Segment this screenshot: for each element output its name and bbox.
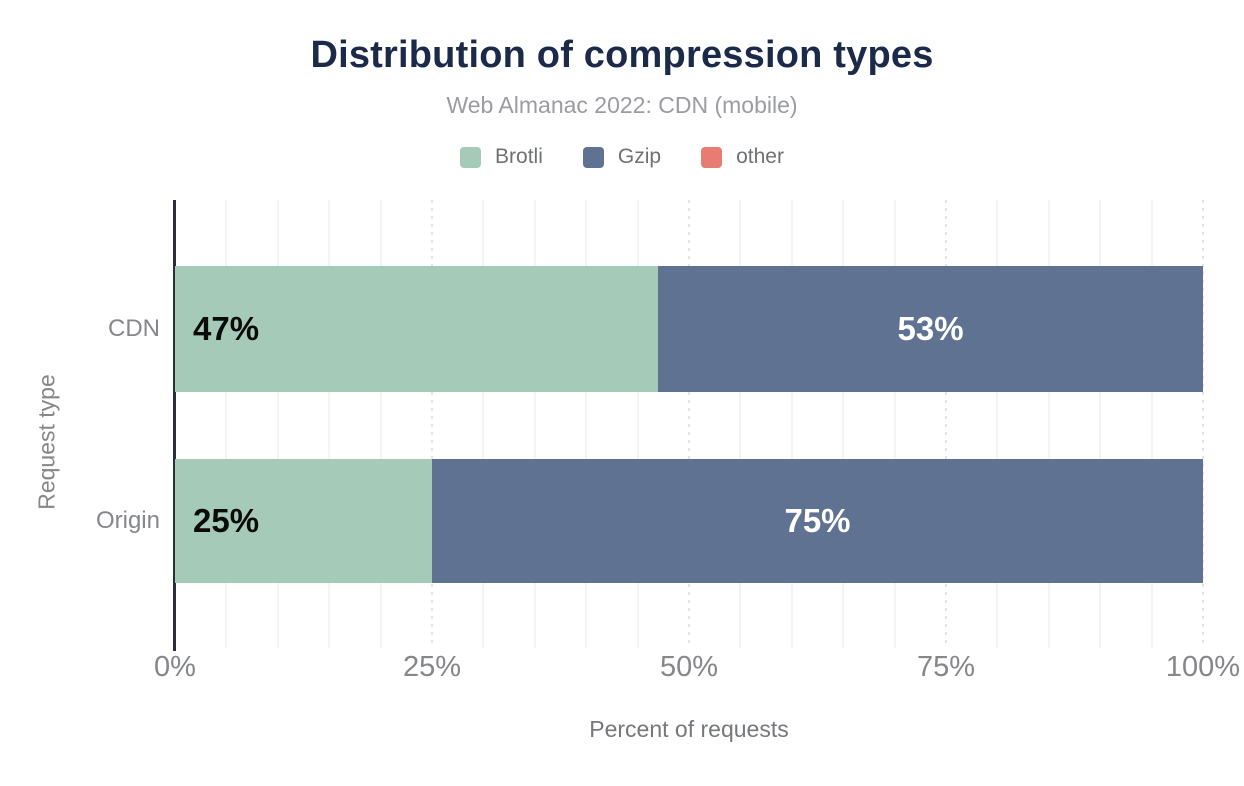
gridline-55pct (739, 200, 742, 648)
gridline-95pct (1150, 200, 1153, 648)
bar-value-label-gzip-origin: 75% (784, 502, 851, 539)
bar-segment-brotli-origin: 25% (175, 459, 432, 583)
gridline-60pct (790, 200, 793, 648)
legend-swatch-other (701, 146, 723, 168)
chart-title: Distribution of compression types (310, 34, 934, 76)
bar-value-label-gzip-cdn: 53% (897, 310, 964, 347)
gridline-90pct (1099, 200, 1102, 648)
gridline-100pct (1202, 200, 1204, 648)
x-axis-title: Percent of requests (589, 716, 789, 742)
gridline-30pct (482, 200, 485, 648)
x-tick-75pct: 75% (916, 651, 976, 683)
plot-area: 47% 53% 25% 75% (173, 200, 1204, 651)
gridline-35pct (533, 200, 536, 648)
bar-row-origin: 25% 75% (175, 459, 1203, 583)
legend-swatch-gzip (582, 146, 604, 168)
x-tick-0pct: 0% (154, 651, 196, 683)
gridline-10pct (276, 200, 279, 648)
x-tick-25pct: 25% (402, 651, 462, 683)
legend-label-brotli: Brotli (495, 145, 543, 168)
gridline-45pct (636, 200, 639, 648)
legend-label-other: other (736, 145, 784, 168)
x-tick-labels: 0% 25% 50% 75% 100% (154, 651, 1240, 691)
legend-swatch-brotli (460, 146, 482, 168)
legend: Brotli Gzip other (0, 145, 1244, 169)
x-tick-100pct: 100% (1165, 651, 1241, 683)
y-axis-line (173, 200, 176, 651)
legend-label-gzip: Gzip (617, 145, 662, 168)
bar-segment-gzip-origin: 75% (432, 459, 1203, 583)
gridline-65pct (842, 200, 845, 648)
gridline-25pct (431, 200, 433, 648)
bar-segment-gzip-cdn: 53% (658, 266, 1203, 392)
x-tick-50pct: 50% (659, 651, 719, 683)
gridline-75pct (945, 200, 947, 648)
gridline-5pct (225, 200, 228, 648)
category-label-cdn: CDN (108, 315, 160, 342)
y-category-labels: CDN Origin (0, 200, 160, 648)
legend-item-other: other (701, 145, 784, 169)
category-label-origin: Origin (95, 507, 160, 534)
bar-row-cdn: 47% 53% (175, 266, 1203, 392)
gridline-40pct (585, 200, 588, 648)
gridline-85pct (1047, 200, 1050, 648)
gridline-20pct (379, 200, 382, 648)
gridline-70pct (893, 200, 896, 648)
legend-item-gzip: Gzip (582, 145, 662, 169)
gridline-80pct (996, 200, 999, 648)
bar-value-label-brotli-cdn: 47% (193, 310, 260, 347)
legend-item-brotli: Brotli (460, 145, 543, 169)
chart-subtitle: Web Almanac 2022: CDN (mobile) (446, 92, 798, 118)
gridline-15pct (328, 200, 331, 648)
gridline-50pct (688, 200, 690, 648)
bar-segment-brotli-cdn: 47% (175, 266, 659, 392)
bar-value-label-brotli-origin: 25% (193, 502, 260, 539)
